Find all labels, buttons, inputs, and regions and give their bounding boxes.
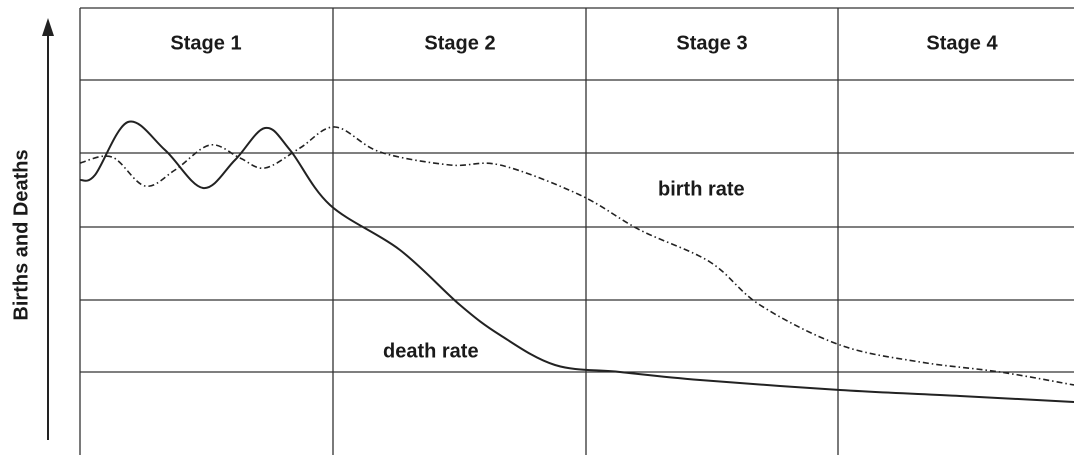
grid <box>79 7 1074 455</box>
stage-label: Stage 3 <box>676 32 747 54</box>
curve-label: death rate <box>383 340 479 362</box>
stage-label: Stage 1 <box>170 32 241 54</box>
stage-label: Stage 4 <box>926 32 998 54</box>
arrow-head <box>42 18 54 36</box>
stage-label: Stage 2 <box>424 32 495 54</box>
axis-label: Births and Deaths <box>10 149 32 320</box>
curve-label: birth rate <box>658 178 745 200</box>
death-rate-curve <box>79 120 1074 403</box>
birth-rate-curve <box>79 126 1074 386</box>
